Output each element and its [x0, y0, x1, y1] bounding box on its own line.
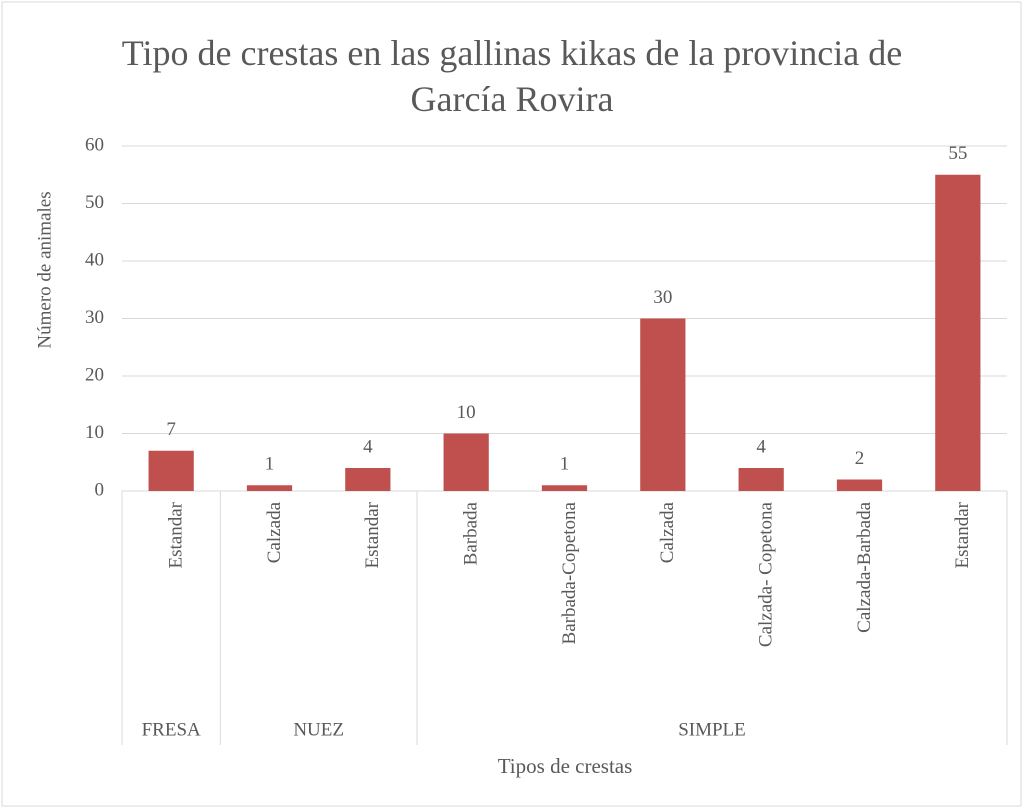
bar	[738, 468, 784, 491]
data-label: 4	[363, 436, 373, 457]
bar	[836, 479, 883, 491]
bar	[541, 485, 588, 491]
x-tick-label: Barbada	[461, 501, 482, 565]
y-tick-label: 50	[85, 192, 104, 213]
group-label: FRESA	[142, 719, 201, 740]
data-label: 7	[166, 419, 176, 440]
bar	[345, 468, 391, 491]
data-label: 10	[457, 402, 476, 423]
group-label: SIMPLE	[678, 719, 746, 740]
x-tick-label: Estandar	[362, 501, 383, 568]
x-tick-label: Calzada	[657, 501, 678, 563]
y-tick-label: 20	[85, 364, 104, 385]
x-tick-label: Estandar	[952, 501, 973, 568]
y-tick-label: 60	[85, 134, 104, 155]
chart-title: Tipo de crestas en las gallinas kikas de…	[121, 33, 903, 119]
y-axis-title: Número de animales	[34, 191, 55, 348]
y-tick-label: 30	[85, 307, 104, 328]
x-tick-label: Estandar	[166, 501, 187, 568]
data-label: 1	[560, 454, 570, 475]
group-label: NUEZ	[293, 719, 344, 740]
bar	[443, 433, 489, 491]
y-tick-label: 0	[95, 479, 105, 500]
data-label: 1	[265, 454, 275, 475]
data-label: 2	[855, 448, 865, 469]
bar	[148, 450, 194, 491]
x-tick-label: Calzada-Barbada	[854, 501, 875, 632]
x-axis-title: Tipos de crestas	[498, 754, 633, 778]
data-label: 30	[653, 287, 672, 308]
bar	[640, 318, 686, 491]
bar	[935, 174, 981, 491]
y-tick-label: 40	[85, 249, 104, 270]
data-label: 4	[756, 436, 766, 457]
x-tick-label: Calzada	[264, 501, 285, 563]
data-label: 55	[948, 143, 967, 164]
x-tick-label: Barbada-Copetona	[559, 501, 580, 644]
x-tick-label: Calzada- Copetona	[756, 501, 777, 647]
y-tick-label: 10	[85, 422, 104, 443]
bar	[246, 485, 293, 491]
